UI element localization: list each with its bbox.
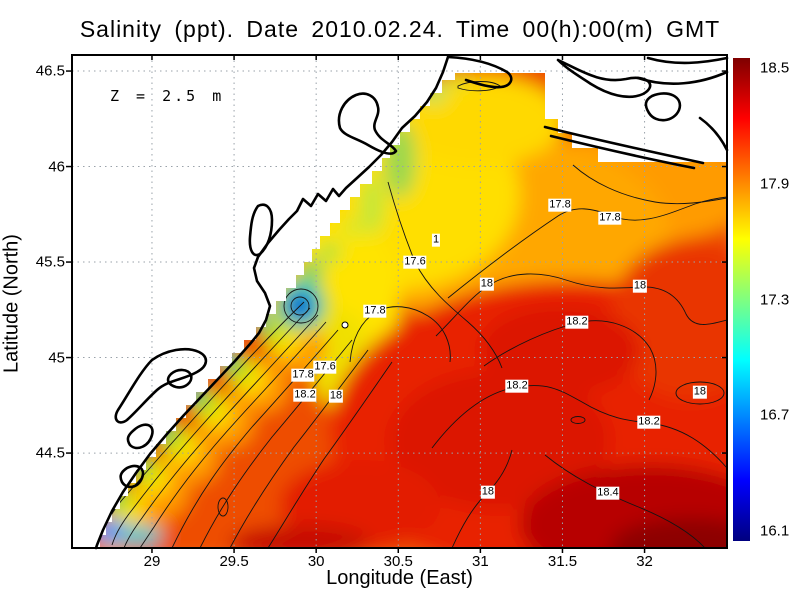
contour-label: 17.8	[291, 368, 315, 382]
contour-label: 18.2	[565, 315, 589, 329]
contour-label: 18	[632, 279, 648, 293]
colorbar	[733, 58, 750, 541]
grid-lines	[72, 55, 727, 548]
plot-title: Salinity (ppt). Date 2010.02.24. Time 00…	[79, 16, 721, 42]
colorbar-tick-label: 17.9	[760, 175, 790, 193]
contour-label: 18	[328, 389, 344, 403]
contour-label: 18.2	[505, 379, 529, 393]
colorbar-tick-label: 18.5	[760, 59, 790, 77]
x-tick-label: 29	[143, 553, 161, 570]
contour-label: 18	[480, 485, 496, 499]
colorbar-tick-label: 16.1	[760, 522, 790, 540]
colorbar-tick-label: 16.7	[760, 406, 790, 424]
y-tick-label: 45.5	[35, 253, 65, 271]
contour-label: 17.8	[363, 304, 387, 318]
contour-label: 17.8	[598, 211, 622, 225]
y-tick-label: 44.5	[35, 444, 65, 462]
coastline	[94, 55, 729, 550]
contour-label: 18.2	[637, 415, 661, 429]
depth-annotation: Z = 2.5 m	[110, 87, 225, 105]
contour-label: 17.6	[313, 360, 337, 374]
contour-label: 18.4	[596, 486, 620, 500]
x-tick-label: 31.5	[547, 553, 578, 570]
x-axis-label: Longitude (East)	[326, 567, 473, 589]
contour-label: 17.6	[403, 255, 427, 269]
contour-lines	[100, 81, 727, 548]
contour-label: 18.2	[293, 388, 317, 402]
contour-label: 17.8	[548, 198, 572, 212]
y-tick-label: 46.5	[35, 62, 65, 80]
salinity-field	[100, 73, 727, 548]
x-tick-label: 30	[307, 553, 325, 570]
contour-label: 18	[479, 277, 495, 291]
y-tick-label: 46	[48, 158, 65, 176]
station-marker	[341, 321, 349, 329]
x-tick-label: 29.5	[219, 553, 249, 570]
y-tick-label: 45	[48, 349, 65, 367]
colorbar-tick-label: 17.3	[760, 291, 790, 308]
x-tick-label: 31	[472, 553, 489, 570]
contour-label: 1	[431, 233, 441, 247]
plot-frame	[71, 54, 728, 549]
x-tick-label: 30.5	[383, 553, 413, 570]
contour-label: 18	[692, 385, 708, 399]
x-tick-label: 32	[636, 553, 653, 570]
